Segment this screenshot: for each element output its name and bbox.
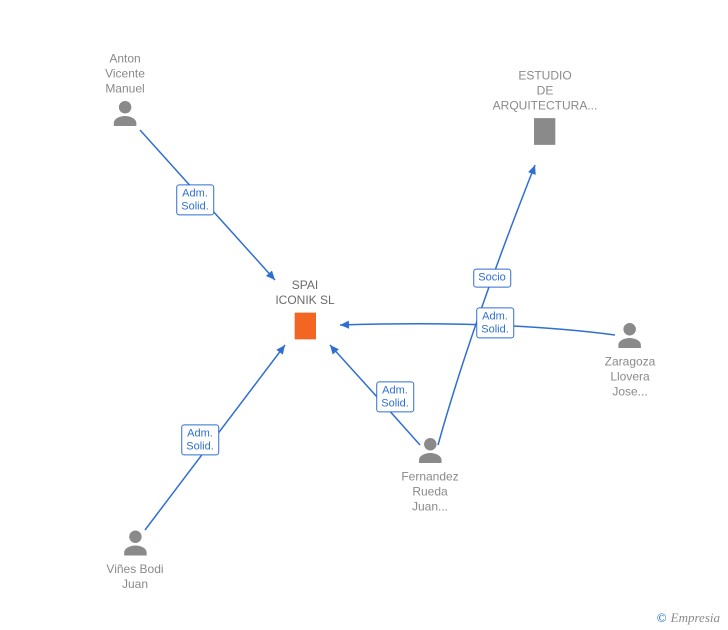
node-label: SPAI ICONIK SL xyxy=(275,278,334,308)
watermark-text: Empresia xyxy=(671,610,720,625)
node-label: Viñes Bodi Juan xyxy=(106,562,163,592)
person-icon xyxy=(605,321,656,351)
node-center[interactable]: SPAI ICONIK SL xyxy=(275,278,334,342)
edge-fernandez-estudio xyxy=(438,165,535,445)
arrowhead-zaragoza-center xyxy=(340,321,349,329)
building-icon xyxy=(493,116,598,148)
node-label: Fernandez Rueda Juan... xyxy=(401,470,458,515)
node-label: Anton Vicente Manuel xyxy=(105,52,145,97)
node-anton[interactable]: Anton Vicente Manuel xyxy=(105,52,145,129)
watermark-symbol: © xyxy=(657,610,667,625)
edge-label-anton-center: Adm. Solid. xyxy=(176,184,214,215)
arrowhead-fernandez-center xyxy=(327,342,339,354)
arrowhead-vines-center xyxy=(276,343,288,355)
node-label: Zaragoza Llovera Jose... xyxy=(605,355,656,400)
building-icon xyxy=(275,310,334,342)
edge-label-zaragoza-center: Adm. Solid. xyxy=(476,307,514,338)
edge-label-fernandez-center: Adm. Solid. xyxy=(376,381,414,412)
person-icon xyxy=(106,528,163,558)
node-zaragoza[interactable]: Zaragoza Llovera Jose... xyxy=(605,321,656,400)
diagram-canvas: SPAI ICONIK SL Anton Vicente Manuel ESTU… xyxy=(0,0,728,630)
person-icon xyxy=(105,99,145,129)
edge-label-vines-center: Adm. Solid. xyxy=(181,424,219,455)
arrowhead-fernandez-estudio xyxy=(528,164,539,175)
node-fernandez[interactable]: Fernandez Rueda Juan... xyxy=(401,436,458,515)
node-label: ESTUDIO DE ARQUITECTURA... xyxy=(493,69,598,114)
watermark: © Empresia xyxy=(657,610,720,626)
edge-label-fernandez-estudio: Socio xyxy=(473,269,511,288)
node-estudio[interactable]: ESTUDIO DE ARQUITECTURA... xyxy=(493,69,598,148)
node-vines[interactable]: Viñes Bodi Juan xyxy=(106,528,163,592)
person-icon xyxy=(401,436,458,466)
